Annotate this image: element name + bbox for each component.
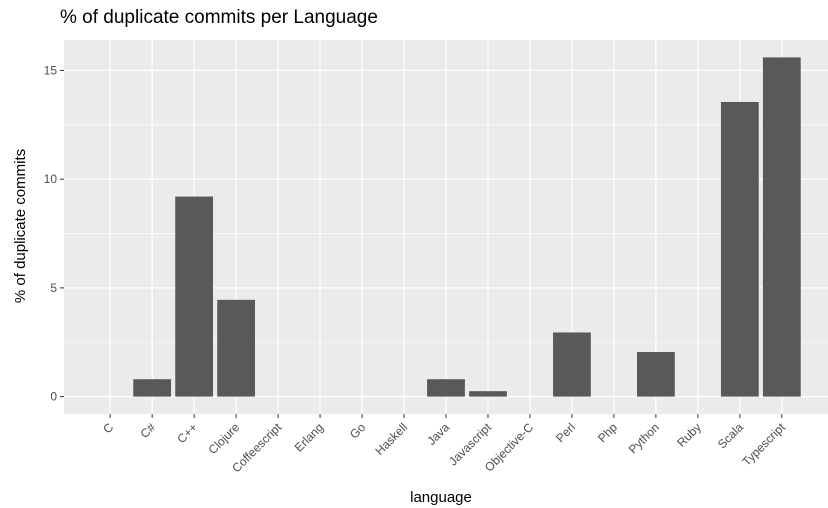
bar xyxy=(553,332,591,397)
y-tick-label: 10 xyxy=(44,172,58,186)
x-tick-label: Php xyxy=(595,420,620,445)
bar xyxy=(427,379,465,397)
y-tick-label: 15 xyxy=(44,63,58,77)
major-gridlines xyxy=(64,40,828,414)
y-axis-title: % of duplicate commits xyxy=(12,149,29,303)
bar xyxy=(133,379,172,397)
y-axis: 0 5 10 15 xyxy=(44,63,64,404)
x-tick-label: Go xyxy=(347,420,368,441)
x-tick-label: C xyxy=(100,420,116,436)
y-tick-label: 5 xyxy=(50,281,57,295)
x-axis-title: language xyxy=(410,489,472,506)
bar xyxy=(469,391,507,397)
x-tick-label: Java xyxy=(424,420,452,448)
x-tick-label: Scala xyxy=(715,420,746,451)
chart-title: % of duplicate commits per Language xyxy=(60,7,378,28)
x-tick-label: Perl xyxy=(553,420,578,445)
x-tick-label: Erlang xyxy=(292,420,326,454)
x-tick-label: Ruby xyxy=(674,420,704,450)
bars xyxy=(133,57,801,397)
bar xyxy=(217,299,255,397)
bar xyxy=(720,101,759,397)
bar xyxy=(637,352,675,397)
x-tick-label: Python xyxy=(626,420,662,456)
x-tick-label: Clojure xyxy=(205,420,242,457)
x-tick-label: Typescript xyxy=(739,420,788,469)
x-tick-label: C# xyxy=(138,420,159,441)
x-tick-label: Haskell xyxy=(372,420,410,458)
x-tick-label: C++ xyxy=(174,420,200,446)
bar xyxy=(175,196,214,397)
y-tick-label: 0 xyxy=(50,390,57,404)
bar xyxy=(762,57,801,397)
